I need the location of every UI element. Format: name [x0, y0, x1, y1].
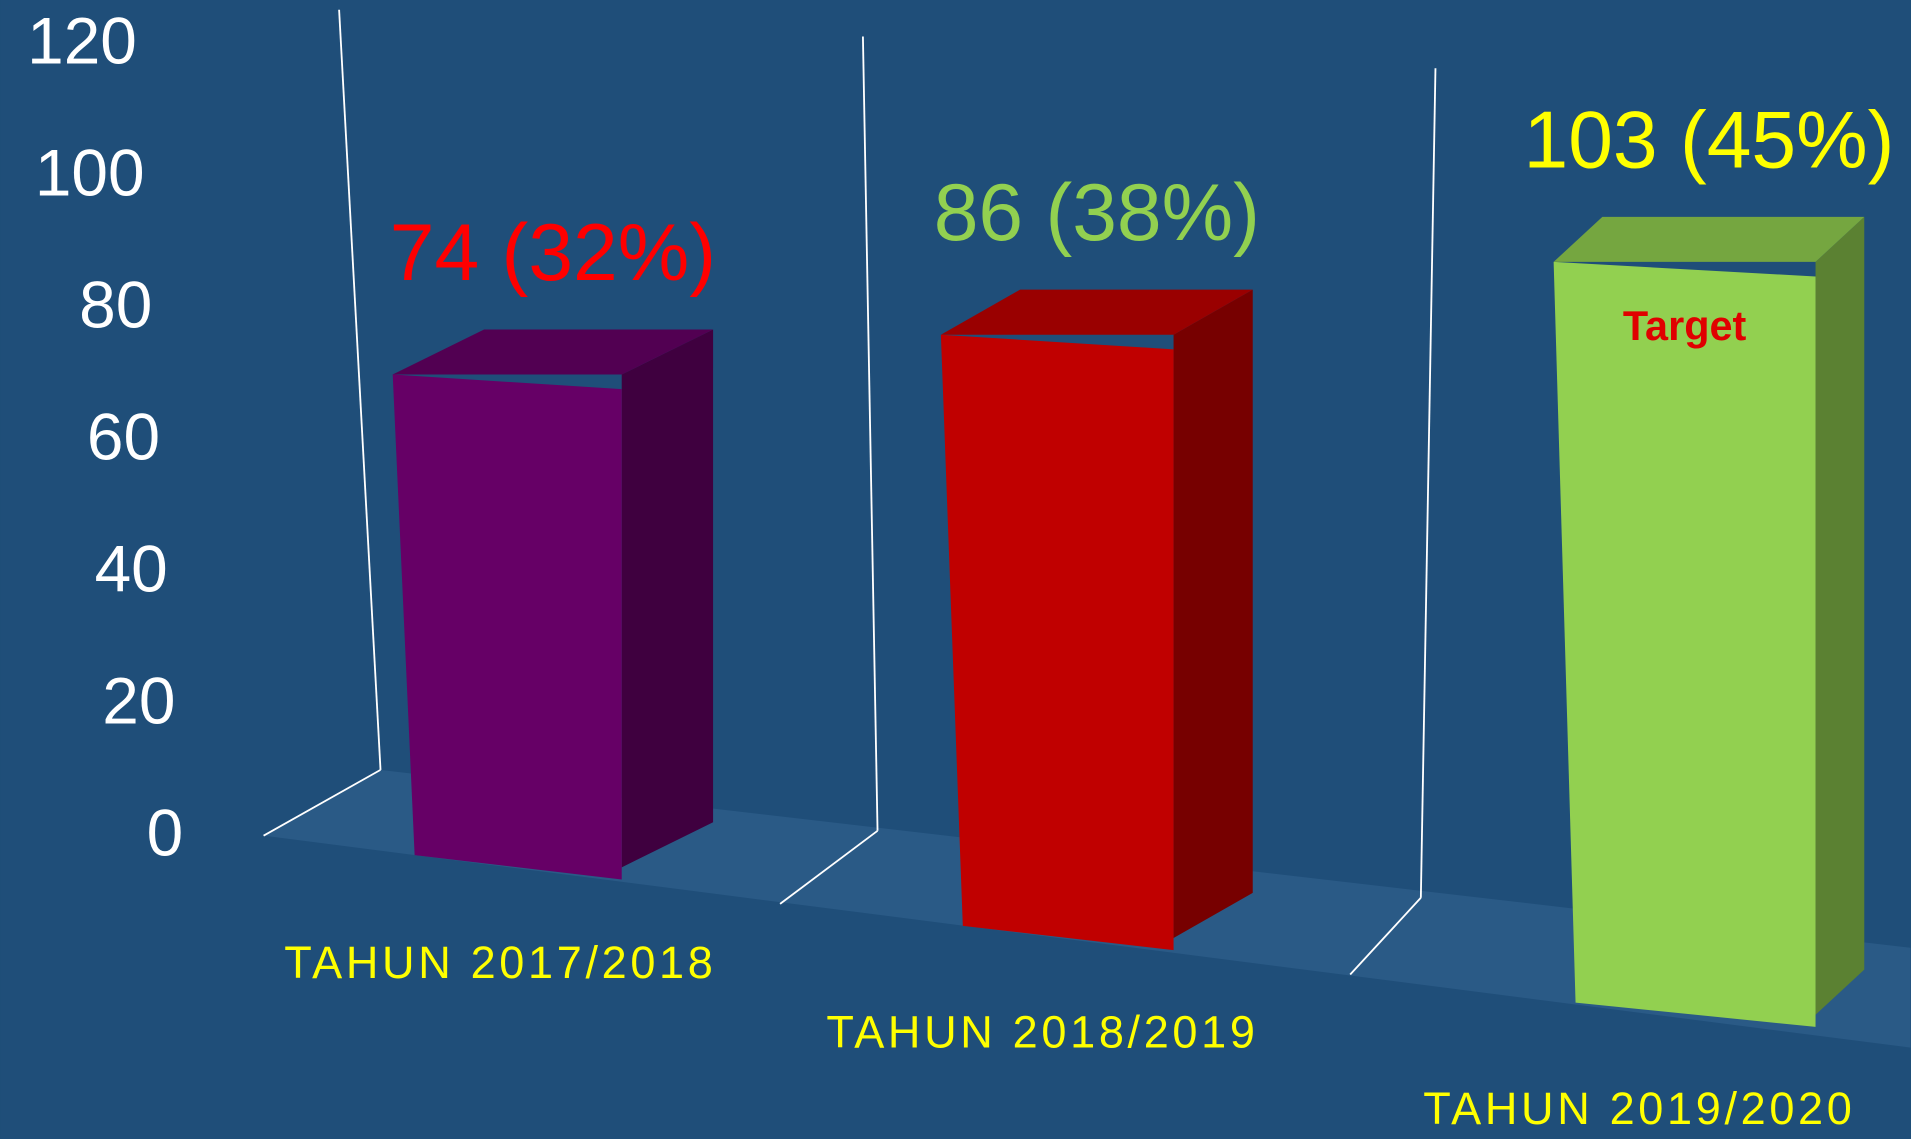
y-tick-label: 40 [95, 532, 168, 606]
y-tick-label: 20 [102, 664, 175, 738]
bar [1553, 261, 1816, 1027]
floor-line [263, 769, 381, 837]
bar [940, 334, 1174, 951]
frame-lines [263, 9, 1437, 976]
bar-side [1815, 216, 1865, 1015]
x-tick-label: TAHUN 2019/2020 [1423, 1083, 1855, 1134]
value-label: 86 (38%) [934, 168, 1260, 258]
x-tick-label: TAHUN 2017/2018 [284, 937, 716, 988]
y-tick-label: 80 [79, 268, 152, 342]
wall-line [338, 9, 382, 770]
floor-line [1349, 897, 1422, 976]
bar-top [940, 289, 1253, 335]
y-tick-label: 120 [27, 4, 137, 78]
bar-top [1553, 216, 1865, 262]
bar-side [1173, 289, 1253, 938]
y-tick-label: 100 [35, 136, 145, 210]
x-tick-label: TAHUN 2018/2019 [826, 1006, 1258, 1057]
y-tick-label: 0 [147, 795, 184, 869]
y-tick-label: 60 [87, 400, 160, 474]
wall-line [1419, 68, 1437, 898]
value-label: 74 (32%) [390, 208, 716, 298]
floor-line [779, 830, 879, 905]
bar-top [392, 329, 714, 375]
annotation: Target [1623, 303, 1747, 349]
value-label: 103 (45%) [1523, 95, 1894, 185]
wall-line [862, 36, 879, 831]
bar [392, 374, 622, 880]
bar-side [621, 329, 714, 868]
